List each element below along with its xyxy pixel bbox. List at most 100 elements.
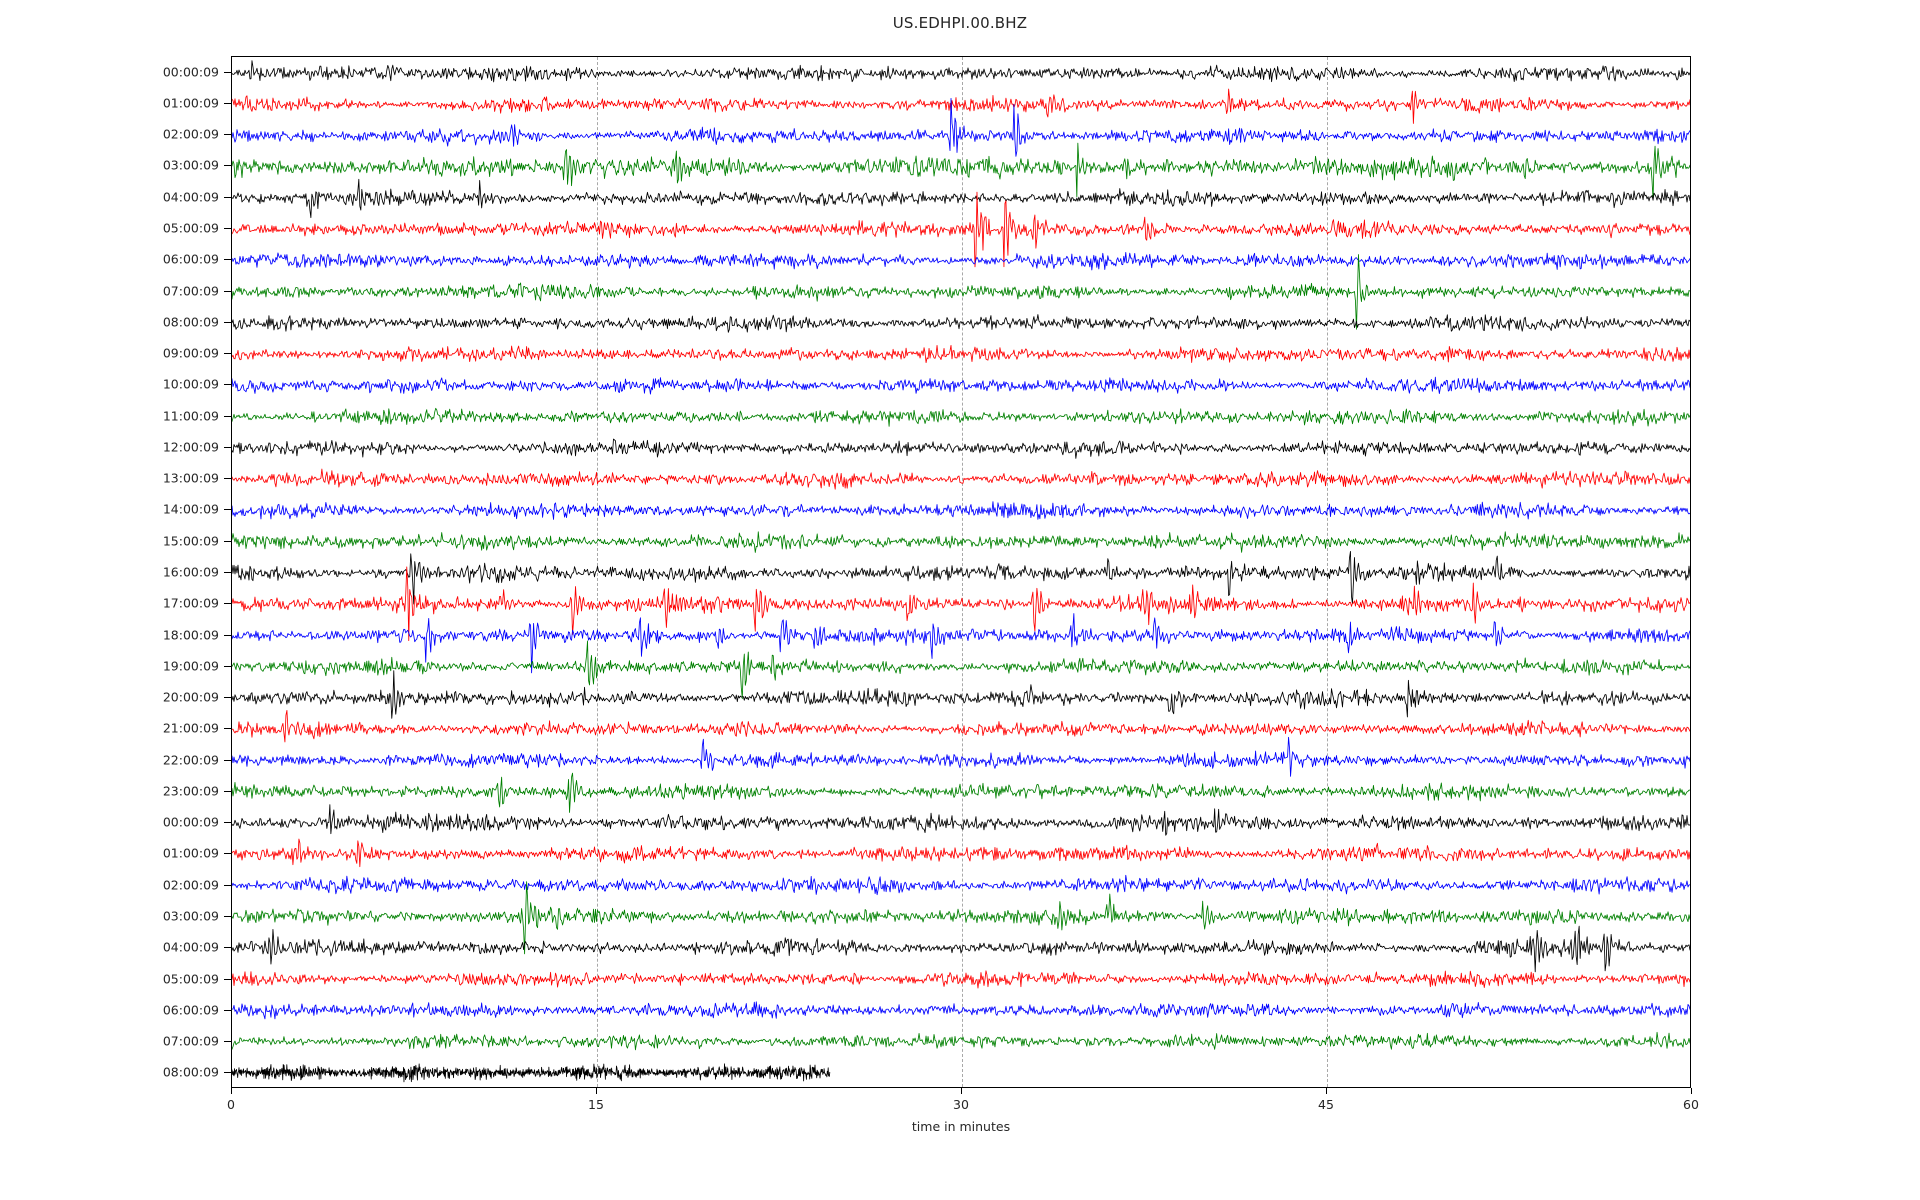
waveform-trace	[232, 772, 1690, 813]
y-tick-label: 18:00:09	[162, 627, 219, 643]
y-tick-mark	[224, 321, 231, 323]
waveform-trace	[232, 804, 1690, 836]
y-tick-label: 19:00:09	[162, 658, 219, 674]
y-tick-label: 00:00:09	[162, 64, 219, 80]
waveform-trace	[232, 710, 1690, 743]
y-tick-label: 12:00:09	[162, 439, 219, 455]
x-tick-label: 0	[227, 1097, 235, 1112]
y-tick-mark	[224, 916, 231, 917]
y-tick-mark	[224, 196, 231, 198]
waveform-path	[232, 1063, 831, 1083]
y-tick-label: 00:00:09	[162, 814, 219, 830]
y-tick-label: 01:00:09	[162, 845, 219, 861]
waveform-path	[232, 874, 1690, 896]
y-tick-mark	[224, 134, 231, 136]
y-tick-mark	[224, 228, 231, 229]
waveform-trace	[232, 566, 1690, 642]
y-tick-label: 21:00:09	[162, 720, 219, 736]
waveform-path	[232, 970, 1690, 989]
waveform-path	[232, 178, 1690, 219]
y-tick-label: 13:00:09	[162, 470, 219, 486]
waveform-path	[232, 501, 1690, 520]
y-tick-label: 05:00:09	[162, 220, 219, 236]
waveform-trace	[232, 438, 1690, 459]
waveform-path	[232, 1001, 1690, 1020]
x-tick-label: 45	[1318, 1097, 1334, 1112]
waveform-path	[232, 710, 1690, 743]
y-tick-label: 06:00:09	[162, 251, 219, 267]
waveform-trace	[232, 640, 1690, 700]
waveform-path	[232, 60, 1690, 83]
waveform-path	[232, 88, 1690, 124]
waveform-path	[232, 566, 1690, 642]
y-tick-mark	[224, 697, 231, 699]
waveform-path	[232, 438, 1690, 459]
y-tick-label: 06:00:09	[162, 1002, 219, 1018]
y-tick-mark	[224, 509, 231, 511]
waveform-path	[232, 804, 1690, 836]
y-tick-mark	[224, 572, 231, 573]
waveform-path	[232, 613, 1690, 674]
y-tick-mark	[224, 790, 231, 792]
y-tick-label: 10:00:09	[162, 376, 219, 392]
waveform-trace	[232, 881, 1690, 955]
waveform-path	[232, 881, 1690, 955]
waveform-path	[232, 468, 1690, 490]
y-tick-label: 14:00:09	[162, 501, 219, 517]
x-tick-mark	[1326, 1088, 1327, 1094]
plot-canvas	[232, 57, 1690, 1087]
waveform-path	[232, 925, 1690, 973]
y-tick-mark	[224, 978, 231, 980]
y-tick-label: 07:00:09	[162, 283, 219, 299]
x-tick-mark	[231, 1088, 232, 1094]
waveform-trace	[232, 98, 1690, 157]
x-tick-label: 15	[588, 1097, 604, 1112]
waveform-trace	[232, 407, 1690, 427]
waveform-trace	[232, 1001, 1690, 1020]
waveform-trace	[232, 925, 1690, 973]
y-tick-mark	[224, 478, 231, 480]
y-tick-mark	[224, 634, 231, 636]
y-tick-mark	[224, 884, 231, 886]
x-tick-mark	[961, 1088, 962, 1094]
y-tick-label: 02:00:09	[162, 126, 219, 142]
waveform-trace	[232, 254, 1690, 330]
waveform-path	[232, 531, 1690, 553]
y-tick-mark	[224, 603, 231, 605]
waveform-trace	[232, 60, 1690, 83]
y-tick-label: 17:00:09	[162, 595, 219, 611]
waveform-trace	[232, 1063, 831, 1083]
waveform-path	[232, 772, 1690, 813]
y-tick-label: 20:00:09	[162, 689, 219, 705]
x-tick-label: 30	[953, 1097, 969, 1112]
y-tick-mark	[224, 665, 231, 667]
y-tick-label: 15:00:09	[162, 533, 219, 549]
waveform-path	[232, 98, 1690, 157]
waveform-path	[232, 142, 1690, 201]
y-tick-label: 23:00:09	[162, 783, 219, 799]
waveform-trace	[232, 178, 1690, 219]
plot-axes	[231, 56, 1691, 1088]
y-tick-label: 03:00:09	[162, 157, 219, 173]
y-tick-mark	[224, 853, 231, 855]
y-tick-label: 07:00:09	[162, 1033, 219, 1049]
x-tick-mark	[1691, 1088, 1692, 1094]
waveform-trace	[232, 344, 1690, 364]
waveform-path	[232, 251, 1690, 271]
waveform-trace	[232, 142, 1690, 201]
y-tick-label: 04:00:09	[162, 189, 219, 205]
y-tick-mark	[224, 259, 231, 261]
y-tick-mark	[224, 759, 231, 761]
y-tick-mark	[224, 165, 231, 167]
y-tick-mark	[224, 290, 231, 292]
x-axis-label: time in minutes	[911, 1119, 1011, 1134]
y-tick-label: 04:00:09	[162, 939, 219, 955]
waveform-path	[232, 314, 1690, 333]
y-tick-mark	[224, 728, 231, 730]
waveform-path	[232, 838, 1690, 868]
chart-title: US.EDHPI.00.BHZ	[892, 14, 1028, 32]
y-tick-label: 22:00:09	[162, 752, 219, 768]
waveform-trace	[232, 501, 1690, 520]
y-tick-mark	[224, 384, 231, 386]
waveform-trace	[232, 1031, 1690, 1051]
